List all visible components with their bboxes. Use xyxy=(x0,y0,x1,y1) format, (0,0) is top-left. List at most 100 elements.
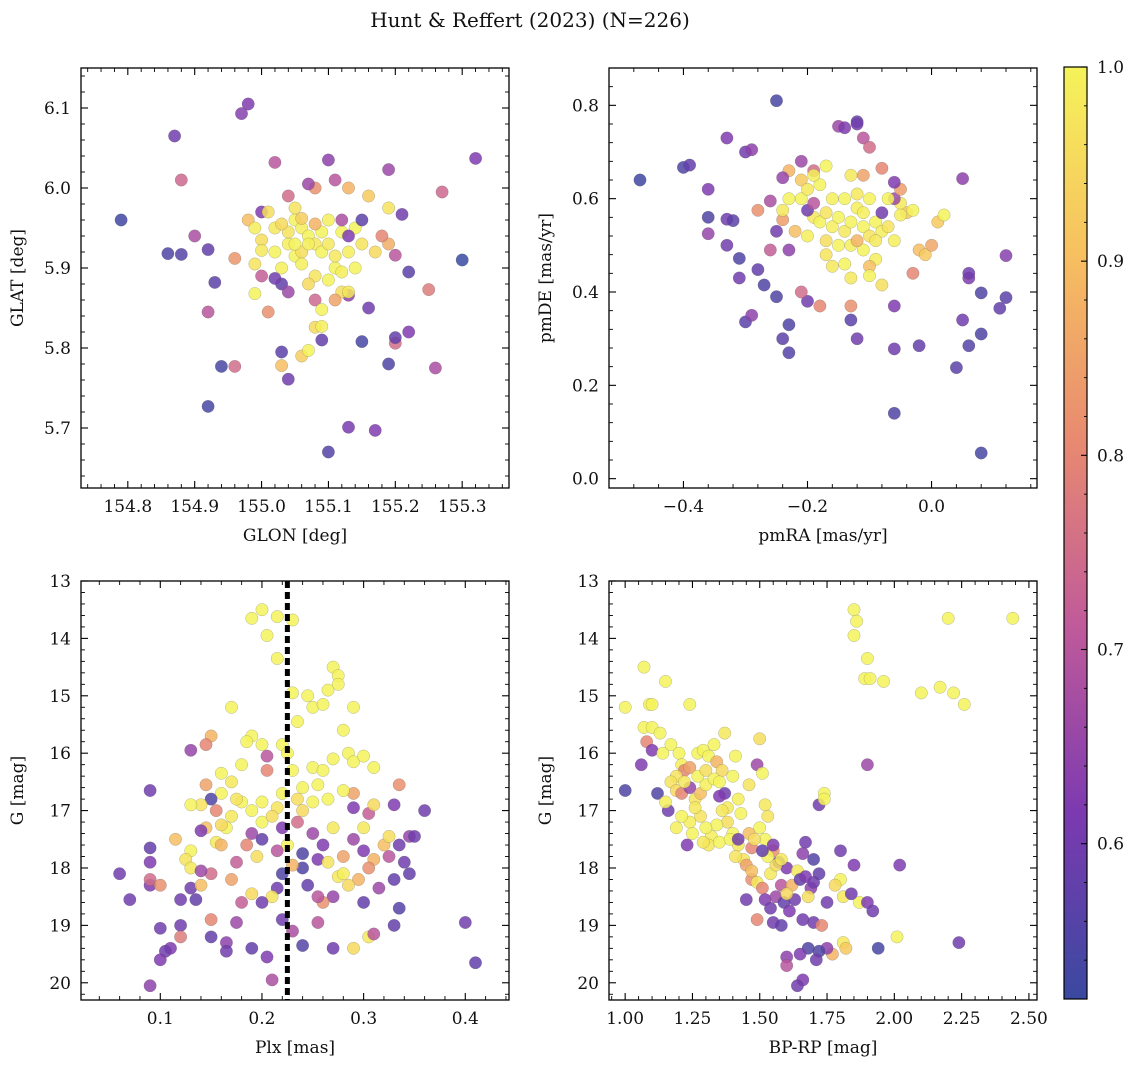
data-point xyxy=(168,129,182,143)
data-point xyxy=(301,878,315,892)
data-point xyxy=(174,247,188,261)
data-point xyxy=(248,287,262,300)
data-point xyxy=(875,278,889,292)
data-point xyxy=(301,237,315,251)
data-point xyxy=(713,835,726,849)
data-point xyxy=(763,243,777,257)
data-point xyxy=(974,446,988,460)
data-point xyxy=(825,220,839,234)
data-point xyxy=(408,830,421,843)
data-point xyxy=(342,229,355,243)
data-point xyxy=(301,689,315,703)
data-point xyxy=(861,758,874,772)
data-point xyxy=(291,815,304,829)
data-point xyxy=(894,208,907,222)
x-axis-label: GLON [deg] xyxy=(243,526,347,546)
data-point xyxy=(270,844,284,858)
data-point xyxy=(850,117,864,131)
data-point xyxy=(341,878,355,892)
data-point xyxy=(321,855,335,869)
data-point xyxy=(328,293,342,307)
data-point xyxy=(295,257,309,271)
data-point xyxy=(382,163,395,177)
y-tick-label: 0.8 xyxy=(572,96,599,116)
data-point xyxy=(342,285,355,299)
data-point xyxy=(758,798,772,812)
data-point xyxy=(260,749,274,763)
data-point xyxy=(240,735,254,749)
data-point xyxy=(225,775,238,789)
data-point xyxy=(357,844,370,858)
data-point xyxy=(336,723,350,737)
data-point xyxy=(265,890,279,904)
data-point xyxy=(782,318,796,332)
data-point xyxy=(357,896,370,909)
y-tick-label: 13 xyxy=(49,572,71,592)
data-point xyxy=(214,838,228,852)
data-point xyxy=(255,815,269,829)
data-point xyxy=(392,838,406,852)
data-point xyxy=(306,827,320,840)
y-tick-label: 14 xyxy=(49,629,71,649)
data-point xyxy=(458,916,472,929)
data-point xyxy=(847,858,861,872)
data-point xyxy=(281,189,295,203)
data-point xyxy=(863,192,876,206)
data-point xyxy=(701,227,715,241)
data-point xyxy=(275,345,288,359)
data-point xyxy=(265,973,279,987)
data-point xyxy=(731,792,745,806)
data-point xyxy=(255,738,269,751)
data-point xyxy=(793,947,807,961)
data-point xyxy=(291,715,304,728)
data-point xyxy=(782,192,796,206)
data-point xyxy=(362,301,375,315)
data-point xyxy=(947,686,960,700)
data-point xyxy=(838,257,852,271)
data-point xyxy=(751,263,765,276)
data-point xyxy=(742,778,756,792)
data-point xyxy=(801,182,814,196)
data-point xyxy=(856,131,870,145)
colorbar-tick-label: 0.7 xyxy=(1097,641,1124,661)
data-point xyxy=(715,804,729,817)
y-tick-label: 17 xyxy=(49,802,71,822)
data-point xyxy=(270,610,284,623)
data-point xyxy=(355,213,369,227)
data-point xyxy=(863,672,877,685)
data-point xyxy=(255,896,269,909)
data-point xyxy=(169,832,182,846)
data-point xyxy=(174,930,188,944)
data-point xyxy=(201,305,215,319)
data-point xyxy=(720,131,734,145)
x-tick-label: 0.4 xyxy=(452,1009,479,1029)
data-point xyxy=(219,944,233,958)
data-point xyxy=(912,339,926,353)
data-point xyxy=(255,243,269,257)
data-point xyxy=(745,308,759,322)
data-point xyxy=(731,832,745,846)
data-point xyxy=(291,792,304,806)
data-point xyxy=(392,901,406,915)
data-point xyxy=(776,203,790,217)
data-point xyxy=(362,861,376,875)
data-point xyxy=(844,887,858,901)
data-point xyxy=(794,173,808,187)
data-point xyxy=(315,333,329,347)
data-point xyxy=(321,792,335,806)
data-point xyxy=(713,775,726,789)
data-point xyxy=(328,249,342,263)
y-tick-label: 6.1 xyxy=(44,99,71,119)
data-point xyxy=(838,121,852,135)
data-point xyxy=(114,213,128,227)
data-point xyxy=(794,285,808,299)
data-point xyxy=(887,299,901,313)
data-point xyxy=(199,738,213,751)
data-point xyxy=(713,789,726,803)
data-point xyxy=(763,194,777,208)
subplot-grid: 154.8 154.9 155.0 155.1 155.2 155.3 5.7 5.8 5.9 6… xyxy=(8,67,1048,1058)
ticks: 154.8 154.9 155.0 155.1 155.2 155.3 5.7 5.8 5.9 6… xyxy=(44,68,509,517)
data-point xyxy=(194,864,208,878)
data-point xyxy=(387,919,401,932)
